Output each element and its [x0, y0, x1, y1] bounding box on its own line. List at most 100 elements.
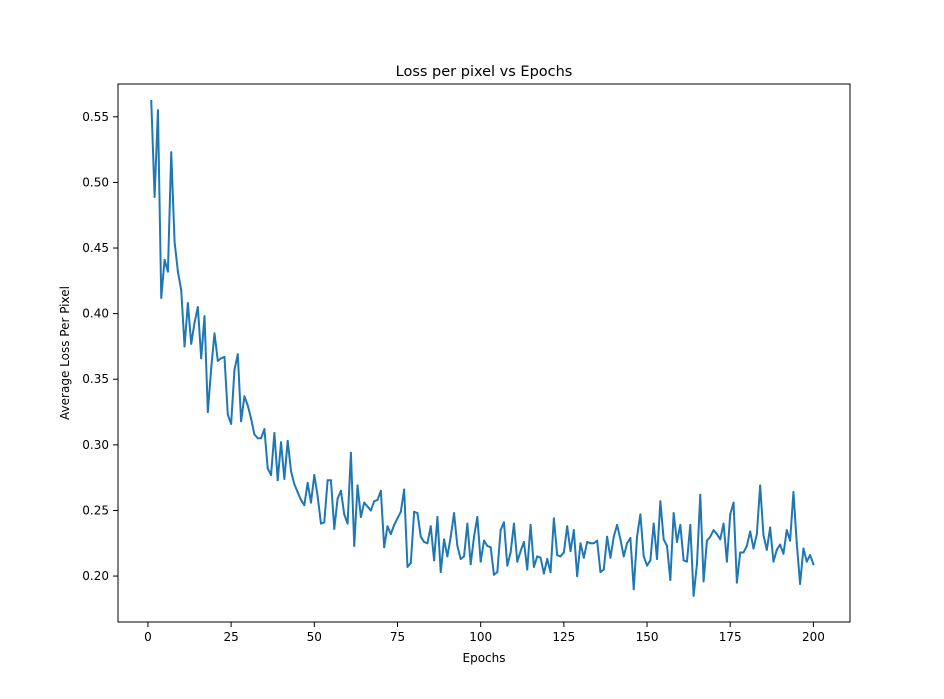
- y-tick-label: 0.35: [82, 372, 109, 386]
- data-point: [433, 559, 436, 562]
- data-point: [702, 580, 705, 583]
- data-point: [742, 551, 745, 554]
- data-point: [233, 369, 236, 372]
- data-point: [582, 556, 585, 559]
- data-point: [509, 551, 512, 554]
- data-point: [426, 542, 429, 545]
- axes-frame: [117, 83, 851, 623]
- data-point: [383, 546, 386, 549]
- data-point: [592, 542, 595, 545]
- data-point: [186, 302, 189, 305]
- data-point: [356, 484, 359, 487]
- x-tick-label: 150: [636, 630, 659, 644]
- data-point: [812, 563, 815, 566]
- data-point: [725, 560, 728, 563]
- data-point: [163, 258, 166, 261]
- data-point: [795, 542, 798, 545]
- data-point: [792, 491, 795, 494]
- x-tick-label: 125: [552, 630, 575, 644]
- data-point: [323, 521, 326, 524]
- x-tick-label: 0: [144, 630, 152, 644]
- data-point: [749, 530, 752, 533]
- data-point: [276, 479, 279, 482]
- data-point: [712, 529, 715, 532]
- data-point: [602, 568, 605, 571]
- data-point: [739, 551, 742, 554]
- data-point: [166, 270, 169, 273]
- data-point: [409, 561, 412, 564]
- data-point: [376, 498, 379, 501]
- data-point: [226, 413, 229, 416]
- data-point: [230, 422, 233, 425]
- data-point: [646, 564, 649, 567]
- data-point: [546, 558, 549, 561]
- data-point: [542, 572, 545, 575]
- plot-area: [150, 100, 815, 597]
- data-point: [735, 581, 738, 584]
- y-axis-ticks: 0.20 0.25 0.30 0.35 0.40 0.45 0.50 0.55: [82, 110, 118, 583]
- data-point: [183, 345, 186, 348]
- data-point: [176, 270, 179, 273]
- data-point: [473, 535, 476, 538]
- data-point: [709, 535, 712, 538]
- data-point: [389, 533, 392, 536]
- data-point: [616, 523, 619, 526]
- y-tick-label: 0.20: [82, 569, 109, 583]
- data-point: [692, 594, 695, 597]
- data-point: [715, 533, 718, 536]
- data-point: [732, 501, 735, 504]
- data-point: [326, 479, 329, 482]
- data-point: [206, 411, 209, 414]
- data-point: [423, 540, 426, 543]
- data-point: [772, 560, 775, 563]
- y-tick-label: 0.55: [82, 110, 109, 124]
- data-point: [499, 529, 502, 532]
- data-point: [666, 544, 668, 547]
- data-point: [606, 535, 609, 538]
- data-point: [809, 554, 812, 557]
- data-point: [782, 552, 785, 555]
- data-point: [353, 544, 356, 547]
- data-point: [769, 526, 772, 529]
- data-point: [416, 512, 419, 515]
- y-tick-label: 0.50: [82, 175, 109, 189]
- y-tick-label: 0.45: [82, 241, 109, 255]
- data-point: [373, 500, 376, 503]
- data-point: [270, 474, 273, 477]
- data-point: [160, 296, 163, 299]
- data-point: [529, 523, 532, 526]
- x-tick-label: 75: [390, 630, 405, 644]
- data-point: [240, 420, 243, 423]
- chart-title: Loss per pixel vs Epochs: [396, 64, 573, 80]
- data-point: [536, 555, 539, 558]
- data-point: [685, 560, 688, 563]
- data-point: [456, 544, 459, 547]
- data-point: [419, 535, 422, 538]
- data-point: [562, 551, 565, 554]
- data-point: [436, 516, 439, 519]
- y-tick-label: 0.40: [82, 307, 109, 321]
- data-point: [752, 547, 755, 550]
- data-point: [266, 467, 269, 470]
- data-point: [150, 100, 153, 103]
- data-point: [403, 488, 406, 491]
- data-point: [343, 513, 346, 516]
- data-point: [443, 538, 446, 541]
- data-point: [512, 522, 515, 525]
- data-point: [559, 555, 562, 558]
- data-point: [526, 568, 529, 571]
- data-point: [413, 510, 416, 513]
- data-point: [539, 556, 542, 559]
- y-tick-label: 0.30: [82, 438, 109, 452]
- data-point: [689, 523, 692, 526]
- data-point: [316, 495, 319, 498]
- data-point: [216, 359, 219, 362]
- data-point: [250, 417, 253, 420]
- data-point: [366, 505, 369, 508]
- data-point: [629, 537, 632, 540]
- data-point: [243, 395, 246, 398]
- data-point: [705, 539, 708, 542]
- data-point: [579, 542, 582, 545]
- data-point: [609, 556, 612, 559]
